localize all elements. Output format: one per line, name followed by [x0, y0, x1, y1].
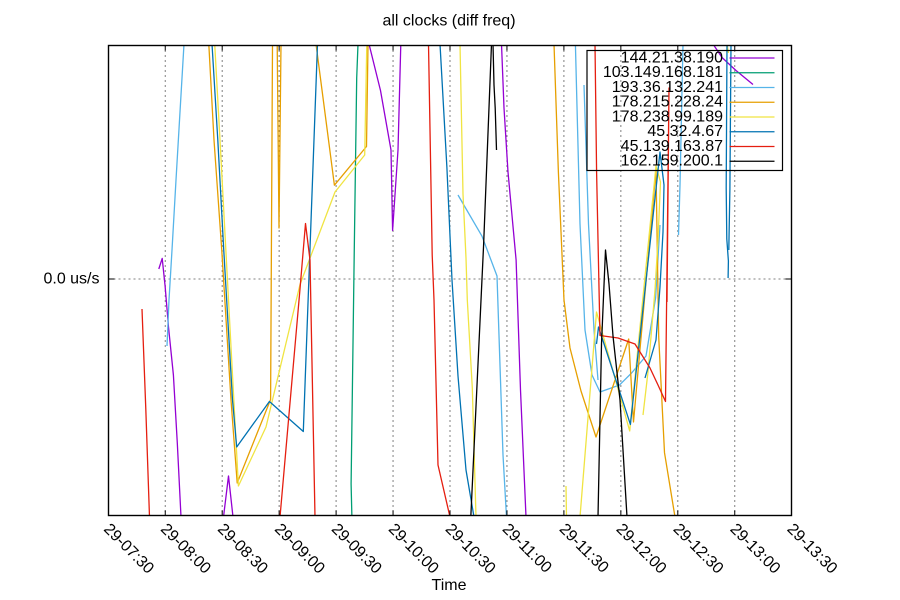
svg-text:45.139.163.87: 45.139.163.87	[621, 138, 723, 155]
svg-text:0.0 us/s: 0.0 us/s	[43, 271, 99, 288]
svg-text:all clocks (diff freq): all clocks (diff freq)	[382, 13, 515, 30]
svg-text:178.215.228.24: 178.215.228.24	[612, 94, 723, 111]
svg-text:193.36.132.241: 193.36.132.241	[612, 79, 723, 96]
svg-text:45.32.4.67: 45.32.4.67	[647, 123, 723, 140]
svg-text:162.159.200.1: 162.159.200.1	[621, 153, 723, 170]
svg-text:178.238.99.189: 178.238.99.189	[612, 108, 723, 125]
svg-text:Time: Time	[432, 577, 467, 594]
svg-text:103.149.168.181: 103.149.168.181	[603, 64, 723, 81]
svg-text:144.21.38.190: 144.21.38.190	[621, 49, 723, 66]
